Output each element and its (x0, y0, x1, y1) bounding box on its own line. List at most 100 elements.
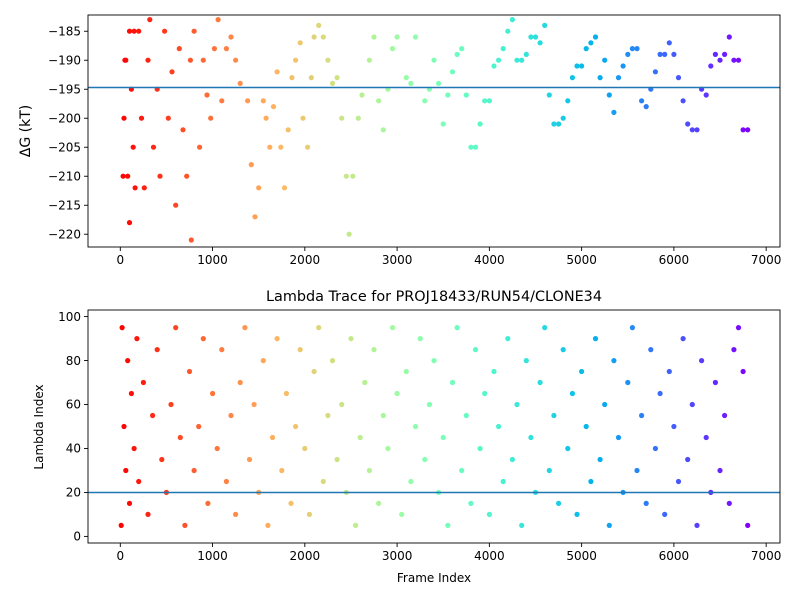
lambda-point-3 (123, 467, 129, 474)
dg-point-53 (293, 57, 299, 63)
dg-point-2 (121, 115, 127, 121)
lambda-point-72 (426, 401, 432, 408)
dg-point-91 (472, 144, 479, 150)
dg-point-145 (722, 51, 728, 58)
lambda-point-139 (735, 325, 742, 331)
dg-point-59 (316, 22, 322, 28)
lambda-y-tick-label: 20 (66, 486, 81, 500)
dg-point-64 (339, 115, 345, 121)
dg-point-142 (708, 63, 714, 69)
lambda-point-39 (274, 336, 280, 342)
lambda-point-130 (694, 522, 700, 529)
lambda-point-45 (302, 445, 308, 452)
lambda-point-117 (634, 467, 640, 474)
dg-point-131 (657, 51, 663, 58)
dg-point-25 (184, 173, 190, 179)
lambda-chart-title: Lambda Trace for PROJ18433/RUN54/CLONE34 (266, 289, 602, 305)
lambda-point-125 (671, 423, 677, 430)
lambda-point-138 (731, 347, 737, 353)
lambda-point-2 (121, 423, 127, 430)
lambda-point-1 (119, 325, 125, 331)
lambda-y-tick-label: 0 (73, 530, 81, 544)
dg-point-3 (120, 173, 126, 179)
lambda-point-101 (560, 347, 566, 353)
lambda-point-49 (320, 478, 326, 485)
lambda-point-46 (306, 511, 312, 517)
dg-point-98 (505, 28, 511, 34)
lambda-point-64 (389, 325, 396, 331)
dg-point-93 (482, 98, 488, 104)
lambda-point-85 (486, 511, 492, 517)
lambda-point-70 (417, 336, 423, 342)
lambda-point-51 (329, 358, 336, 364)
dg-point-23 (176, 46, 182, 52)
dg-point-29 (197, 144, 203, 150)
dg-point-100 (514, 57, 520, 63)
dg-point-26 (187, 57, 193, 63)
dg-point-139 (694, 127, 700, 133)
dg-point-105 (537, 40, 543, 46)
lambda-point-131 (699, 358, 705, 364)
lambda-x-tick-label: 0 (116, 549, 124, 563)
dg-point-101 (519, 57, 525, 63)
lambda-point-78 (454, 325, 460, 331)
lambda-point-27 (219, 347, 225, 353)
lambda-point-84 (482, 390, 488, 397)
lambda-y-tick-label: 80 (66, 354, 81, 368)
lambda-point-80 (463, 412, 469, 419)
dg-y-tick-label: −205 (48, 140, 81, 154)
lambda-x-tick-label: 7000 (751, 549, 782, 563)
dg-point-85 (445, 92, 451, 98)
dg-point-90 (468, 144, 474, 150)
lambda-point-115 (625, 379, 631, 386)
lambda-point-109 (597, 456, 603, 463)
lambda-y-axis-label: Lambda Index (32, 384, 46, 469)
dg-point-135 (675, 75, 682, 81)
dg-point-33 (211, 46, 217, 52)
lambda-y-tick-label: 60 (66, 398, 81, 412)
dg-point-99 (509, 17, 515, 23)
lambda-point-60 (371, 347, 377, 353)
dg-x-tick-label: 7000 (751, 253, 782, 267)
lambda-point-121 (652, 445, 659, 452)
lambda-x-tick-label: 1000 (197, 549, 228, 563)
lambda-point-100 (556, 500, 562, 506)
dg-point-120 (606, 92, 612, 98)
chart-lambda: Lambda Trace for PROJ18433/RUN54/CLONE34… (32, 289, 781, 585)
dg-point-146 (726, 34, 732, 40)
lambda-point-44 (297, 347, 303, 353)
lambda-point-63 (385, 445, 391, 452)
dg-point-47 (270, 104, 277, 110)
dg-point-68 (355, 115, 361, 121)
dg-point-113 (574, 63, 580, 69)
dg-point-12 (138, 115, 145, 121)
dg-point-79 (412, 34, 419, 40)
dg-point-117 (592, 34, 599, 40)
dg-point-16 (150, 144, 157, 150)
lambda-point-33 (246, 456, 253, 463)
dg-point-110 (560, 115, 566, 121)
lambda-point-24 (205, 500, 211, 506)
dg-point-41 (248, 162, 254, 168)
dg-point-127 (639, 98, 645, 104)
dg-point-133 (666, 40, 672, 46)
lambda-point-5 (126, 500, 133, 506)
lambda-x-tick-label: 2000 (290, 549, 321, 563)
dg-point-102 (523, 51, 529, 58)
lambda-point-8 (134, 336, 140, 342)
dg-point-114 (579, 63, 585, 69)
dg-x-tick-label: 6000 (659, 253, 690, 267)
dg-point-130 (652, 69, 659, 75)
lambda-point-118 (639, 412, 645, 419)
lambda-y-tick-label: 40 (66, 442, 81, 456)
dg-point-84 (440, 121, 446, 127)
dg-point-92 (477, 121, 483, 127)
dg-x-tick-label: 0 (116, 253, 124, 267)
dg-y-axis-label: ΔG (kT) (18, 105, 34, 157)
lambda-point-20 (186, 368, 193, 375)
lambda-point-68 (408, 478, 414, 485)
dg-point-5 (126, 28, 133, 34)
lambda-point-79 (459, 467, 465, 474)
